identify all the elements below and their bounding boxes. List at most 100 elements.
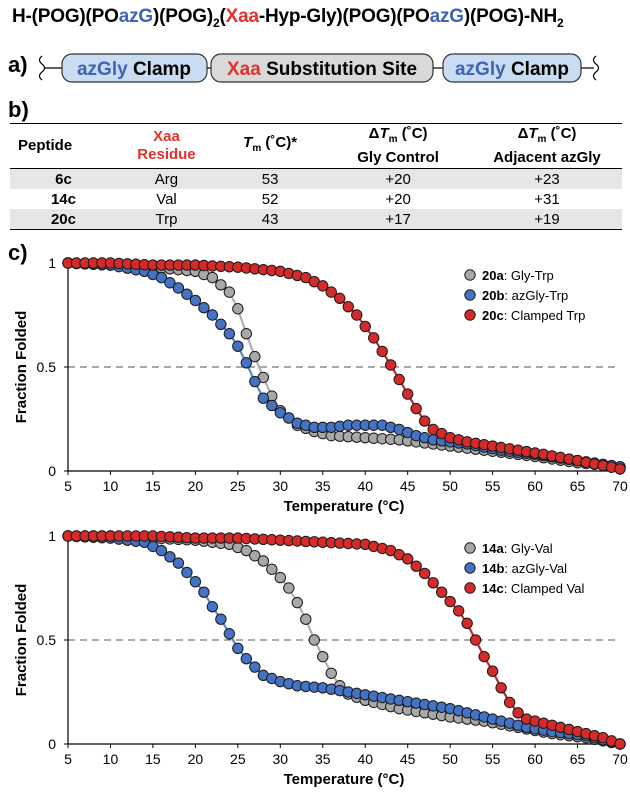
cell-peptide: 14c bbox=[50, 190, 76, 208]
data-point-14c bbox=[512, 707, 524, 719]
data-point-14b bbox=[240, 653, 253, 665]
data-point-20b bbox=[164, 277, 176, 289]
data-point-14c bbox=[478, 650, 490, 663]
left-clamp-label: azGly Clamp bbox=[77, 59, 191, 80]
x-tick-label: 35 bbox=[315, 478, 331, 494]
data-point-20b bbox=[274, 407, 287, 419]
data-point-14a bbox=[266, 563, 278, 575]
x-tick-label: 70 bbox=[612, 478, 628, 494]
legend-label-20b: 20b: azGly-Trp bbox=[482, 288, 568, 303]
x-axis-label: Temperature (°C) bbox=[284, 771, 405, 788]
data-point-14c bbox=[401, 553, 414, 565]
x-tick-label: 65 bbox=[570, 751, 586, 767]
data-point-20c bbox=[410, 402, 422, 415]
x-tick-label: 45 bbox=[400, 478, 416, 494]
right-clamp-label: azGly Clamp bbox=[455, 59, 569, 80]
data-point-20c bbox=[359, 320, 371, 333]
data-point-20b bbox=[172, 282, 185, 294]
legend-marker-14c bbox=[464, 582, 476, 594]
clamp-diagram: azGly Clamp Xaa Substitution Site azGly … bbox=[38, 53, 600, 83]
x-tick-label: 60 bbox=[527, 478, 543, 494]
x-tick-label: 20 bbox=[188, 478, 204, 494]
data-point-14c bbox=[435, 586, 448, 598]
data-point-14a bbox=[308, 634, 320, 646]
legend-marker-14a bbox=[464, 542, 476, 554]
col-residue: Xaa Residue bbox=[137, 128, 196, 163]
legend-marker-20c bbox=[464, 309, 476, 321]
data-point-14c bbox=[614, 738, 626, 750]
y-axis-label: Fraction Folded bbox=[13, 311, 30, 424]
data-point-20c bbox=[325, 286, 337, 298]
data-point-14a bbox=[249, 550, 261, 562]
data-point-20c bbox=[376, 345, 388, 358]
data-point-20b bbox=[232, 340, 244, 352]
wavy-terminus-left bbox=[38, 55, 46, 81]
x-tick-label: 30 bbox=[273, 751, 289, 767]
x-axis-label: Temperature (°C) bbox=[284, 498, 405, 515]
y-axis-label: Fraction Folded bbox=[13, 584, 30, 697]
data-point-14b bbox=[198, 586, 210, 598]
legend-label-20c: 20c: Clamped Trp bbox=[482, 308, 585, 323]
x-tick-label: 5 bbox=[64, 478, 72, 494]
data-point-20a bbox=[249, 350, 261, 363]
x-tick-label: 15 bbox=[145, 478, 161, 494]
col-delta-adjacent: ΔTm (˚C) Adjacent azGly bbox=[493, 125, 601, 166]
x-tick-label: 20 bbox=[188, 751, 204, 767]
data-point-14c bbox=[469, 634, 482, 646]
x-tick-label: 55 bbox=[485, 751, 501, 767]
col-tm: Tm (˚C)* bbox=[243, 134, 298, 154]
data-point-20c bbox=[393, 373, 405, 386]
data-point-14a bbox=[274, 571, 287, 584]
data-point-20b bbox=[240, 357, 253, 369]
legend-label-14a: 14a: Gly-Val bbox=[482, 541, 553, 556]
data-point-20b bbox=[266, 399, 278, 412]
table-row: 14c Val 52 +20 +31 bbox=[10, 189, 622, 209]
cell-peptide: 20c bbox=[10, 209, 117, 230]
data-point-20c bbox=[401, 388, 414, 400]
data-point-14a bbox=[283, 582, 295, 594]
data-point-20c bbox=[317, 280, 329, 292]
cell-adj: +19 bbox=[472, 209, 622, 230]
data-point-14a bbox=[291, 596, 303, 609]
data-point-14a bbox=[300, 613, 312, 625]
legend-marker-20b bbox=[464, 289, 476, 301]
data-point-20b bbox=[257, 392, 270, 404]
data-point-14a bbox=[240, 544, 253, 557]
data-point-14b bbox=[181, 566, 193, 579]
x-tick-label: 40 bbox=[357, 478, 373, 494]
data-point-20b bbox=[249, 375, 261, 388]
data-point-14c bbox=[452, 605, 465, 617]
cell-adj: +31 bbox=[534, 190, 560, 208]
data-point-14c bbox=[486, 665, 499, 677]
x-tick-label: 45 bbox=[400, 751, 416, 767]
data-point-20a bbox=[232, 303, 244, 315]
data-point-20b bbox=[189, 294, 202, 307]
data-point-14c bbox=[503, 696, 516, 709]
y-tick-label: 0 bbox=[48, 736, 56, 752]
data-point-14b bbox=[155, 544, 168, 557]
x-tick-label: 55 bbox=[485, 478, 501, 494]
cell-tm: 52 bbox=[261, 190, 279, 208]
table-row: 6c Arg 53 +20 +23 bbox=[10, 168, 622, 189]
legend-marker-14b bbox=[464, 562, 476, 574]
cell-residue: Trp bbox=[116, 209, 216, 230]
x-tick-label: 5 bbox=[64, 751, 72, 767]
col-delta-gly: ΔTm (˚C) Gly Control bbox=[357, 125, 439, 166]
cell-residue: Val bbox=[156, 190, 177, 208]
col-peptide: Peptide bbox=[18, 137, 73, 154]
x-tick-label: 50 bbox=[442, 751, 458, 767]
data-point-20c bbox=[418, 415, 431, 427]
data-point-20b bbox=[181, 288, 193, 300]
legend-marker-20a bbox=[464, 269, 476, 281]
data-point-20c bbox=[342, 300, 354, 313]
data-point-14c bbox=[418, 567, 431, 580]
wavy-terminus-right bbox=[592, 55, 600, 81]
table-row: 20c Trp 43 +17 +19 bbox=[10, 209, 622, 230]
x-tick-label: 65 bbox=[570, 478, 586, 494]
cell-gly: +20 bbox=[385, 190, 411, 208]
data-point-20c bbox=[368, 332, 380, 344]
x-tick-label: 10 bbox=[103, 751, 119, 767]
y-tick-label: 0.5 bbox=[37, 632, 57, 648]
legend-label-20a: 20a: Gly-Trp bbox=[482, 268, 554, 283]
legend-label-14b: 14b: azGly-Val bbox=[482, 561, 567, 576]
